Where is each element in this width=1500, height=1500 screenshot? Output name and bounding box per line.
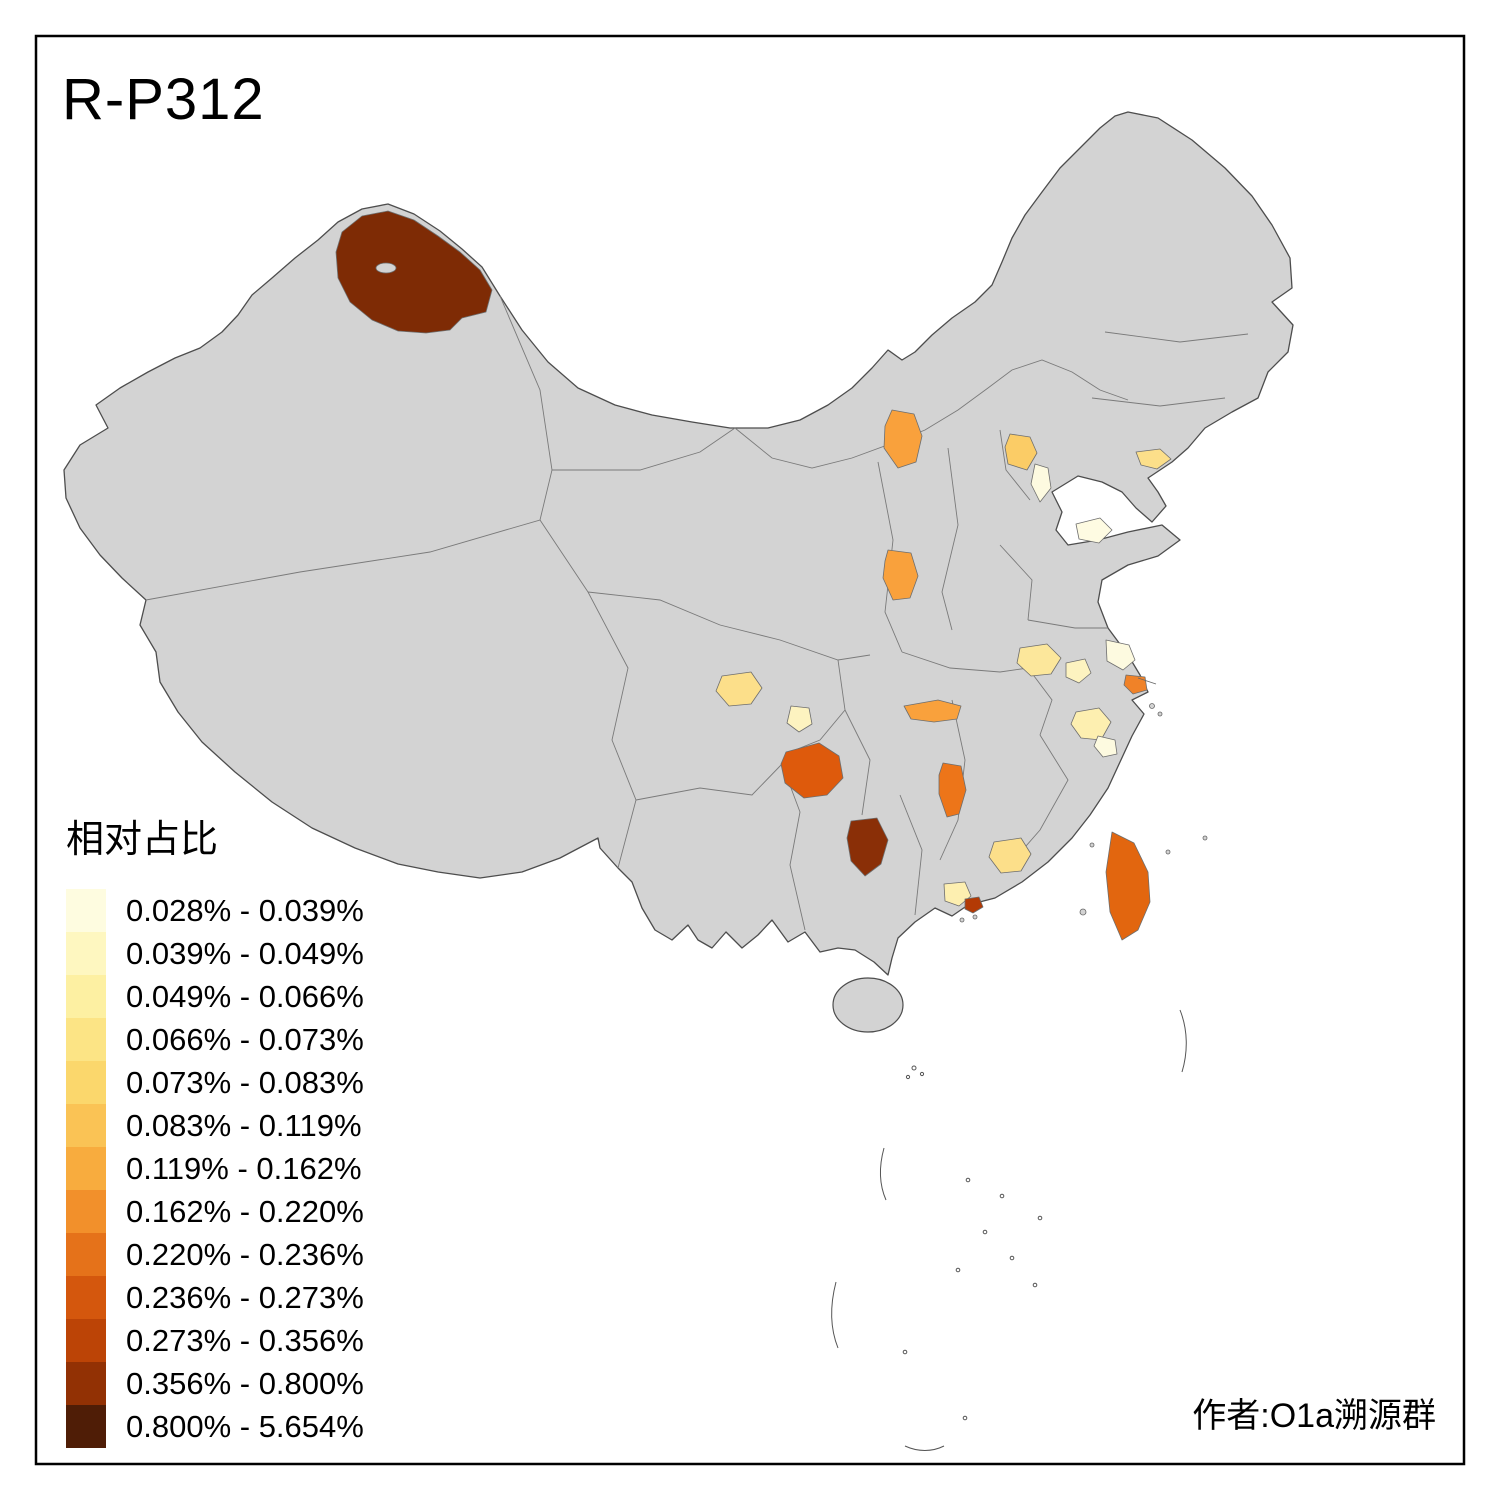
attribution-text: 作者:O1a溯源群 bbox=[1192, 1397, 1436, 1435]
map-region-shanghai-area bbox=[1123, 674, 1148, 695]
legend-swatch bbox=[66, 1018, 106, 1061]
nine-dash-segment bbox=[904, 1445, 945, 1451]
legend-row: 0.119% - 0.162% bbox=[66, 1147, 506, 1190]
legend-row: 0.049% - 0.066% bbox=[66, 975, 506, 1018]
legend-row: 0.273% - 0.356% bbox=[66, 1319, 506, 1362]
legend-label: 0.083% - 0.119% bbox=[126, 1107, 362, 1143]
map-region-henan-east bbox=[1016, 643, 1062, 677]
legend-label: 0.800% - 5.654% bbox=[126, 1408, 364, 1444]
legend-row: 0.162% - 0.220% bbox=[66, 1190, 506, 1233]
map-region-pearl-delta-spot bbox=[964, 896, 984, 914]
legend-rows: 0.028% - 0.039% 0.039% - 0.049% 0.049% -… bbox=[66, 889, 506, 1448]
legend-row: 0.039% - 0.049% bbox=[66, 932, 506, 975]
map-region-sichuan-east bbox=[786, 705, 813, 733]
frame-border bbox=[34, 34, 1466, 1466]
map-region-north-xinjiang bbox=[335, 210, 493, 334]
legend-label: 0.039% - 0.049% bbox=[126, 935, 364, 971]
province-borders bbox=[145, 295, 1249, 931]
map-region-central-inner-mongolia bbox=[883, 409, 923, 469]
nine-dash-segment bbox=[880, 1147, 887, 1201]
nine-dash-segment bbox=[831, 1281, 839, 1349]
legend-swatch bbox=[66, 975, 106, 1018]
map-region-liaodong-south bbox=[1135, 448, 1172, 470]
legend-swatch bbox=[66, 1061, 106, 1104]
penghu-island bbox=[1079, 908, 1087, 916]
xinjiang-lake bbox=[375, 262, 397, 274]
legend-row: 0.073% - 0.083% bbox=[66, 1061, 506, 1104]
legend-label: 0.356% - 0.800% bbox=[126, 1365, 364, 1401]
legend-swatch bbox=[66, 1405, 106, 1448]
legend-swatch bbox=[66, 1362, 106, 1405]
legend-row: 0.236% - 0.273% bbox=[66, 1276, 506, 1319]
legend-label: 0.049% - 0.066% bbox=[126, 978, 364, 1014]
legend-row: 0.066% - 0.073% bbox=[66, 1018, 506, 1061]
page-title: R-P312 bbox=[62, 67, 265, 132]
map-region-anhui-north bbox=[1065, 658, 1092, 684]
legend-row: 0.800% - 5.654% bbox=[66, 1405, 506, 1448]
legend-swatch bbox=[66, 1319, 106, 1362]
map-region-taiwan bbox=[1105, 831, 1151, 941]
coastal-islands bbox=[959, 677, 1208, 923]
highlighted-regions bbox=[335, 210, 1172, 941]
legend-row: 0.356% - 0.800% bbox=[66, 1362, 506, 1405]
map-region-jiangsu-central bbox=[1105, 639, 1136, 671]
chongming-island bbox=[1137, 677, 1157, 685]
legend-swatch bbox=[66, 1147, 106, 1190]
legend-swatch bbox=[66, 1233, 106, 1276]
map-region-tianjin bbox=[1030, 463, 1052, 503]
map-region-chengdu-plain bbox=[715, 671, 763, 707]
map-region-north-shaanxi bbox=[882, 549, 919, 601]
legend-swatch bbox=[66, 1276, 106, 1319]
legend: 相对占比 0.028% - 0.039% 0.039% - 0.049% 0.0… bbox=[66, 808, 506, 1448]
map-region-guangdong-east bbox=[988, 837, 1032, 874]
map-region-shandong-peninsula bbox=[1075, 517, 1113, 544]
hainan-island bbox=[832, 977, 904, 1033]
legend-swatch bbox=[66, 889, 106, 932]
map-region-zhejiang-east bbox=[1093, 735, 1118, 758]
legend-label: 0.066% - 0.073% bbox=[126, 1021, 364, 1057]
legend-label: 0.028% - 0.039% bbox=[126, 892, 364, 928]
map-region-guizhou-southeast bbox=[846, 817, 889, 877]
map-region-guizhou-north bbox=[780, 742, 844, 799]
legend-title: 相对占比 bbox=[66, 819, 219, 861]
legend-swatch bbox=[66, 1104, 106, 1147]
south-china-sea-islands bbox=[831, 1009, 1187, 1451]
legend-label: 0.073% - 0.083% bbox=[126, 1064, 364, 1100]
map-region-beijing bbox=[1004, 433, 1038, 471]
legend-row: 0.083% - 0.119% bbox=[66, 1104, 506, 1147]
legend-label: 0.162% - 0.220% bbox=[126, 1193, 364, 1229]
legend-row: 0.028% - 0.039% bbox=[66, 889, 506, 932]
map-region-jiangxi-central bbox=[938, 762, 967, 818]
legend-label: 0.220% - 0.236% bbox=[126, 1236, 364, 1272]
legend-swatch bbox=[66, 932, 106, 975]
legend-label: 0.119% - 0.162% bbox=[126, 1150, 362, 1186]
mainland-outline bbox=[63, 111, 1294, 976]
nine-dash-segment bbox=[1179, 1009, 1187, 1073]
legend-swatch bbox=[66, 1190, 106, 1233]
legend-label: 0.236% - 0.273% bbox=[126, 1279, 364, 1315]
map-region-hubei-west bbox=[903, 699, 962, 723]
legend-label: 0.273% - 0.356% bbox=[126, 1322, 364, 1358]
legend-row: 0.220% - 0.236% bbox=[66, 1233, 506, 1276]
